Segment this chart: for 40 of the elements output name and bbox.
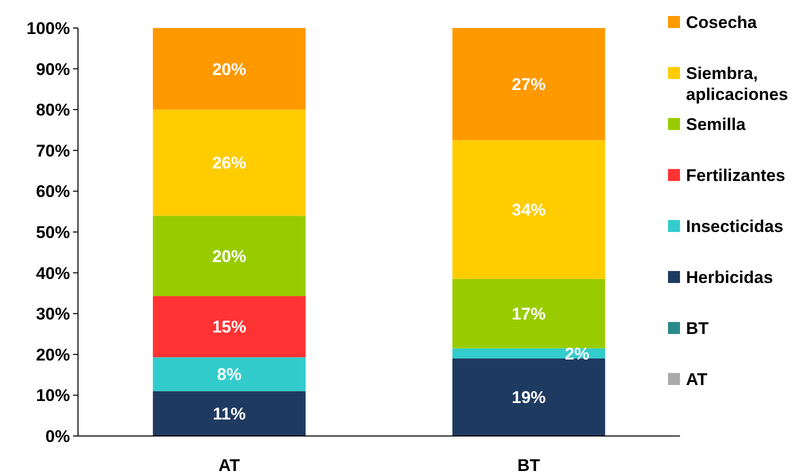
legend-label: Siembra, aplicaciones (686, 64, 788, 104)
legend-label: Cosecha (686, 13, 758, 32)
y-tick-label: 100% (26, 19, 70, 38)
legend-label: Insecticidas (686, 217, 784, 236)
legend-label: AT (686, 370, 708, 389)
data-label: 19% (512, 388, 546, 408)
data-label: 8% (216, 365, 242, 384)
y-tick-label: 20% (36, 345, 70, 364)
data-label: 15% (212, 318, 246, 337)
data-label: 17% (512, 304, 546, 324)
bar (452, 358, 606, 436)
data-label: 26% (212, 154, 246, 173)
y-tick-label: 10% (36, 386, 70, 406)
bar (452, 140, 606, 279)
bar (452, 278, 606, 348)
y-tick-label: 60% (36, 182, 70, 202)
y-tick-label: 30% (36, 304, 70, 324)
data-label: 27% (512, 75, 546, 94)
bar (152, 216, 306, 296)
legend-label: Semilla (686, 115, 746, 134)
y-tick-label: 0% (45, 427, 70, 446)
legend-label: Fertilizantes (686, 166, 786, 185)
bar (152, 357, 306, 392)
y-tick-label: 70% (36, 141, 70, 160)
bar (152, 391, 306, 436)
data-label: 2% (564, 344, 590, 364)
legend-label: Herbicidas (686, 268, 773, 287)
y-tick-label: 50% (36, 223, 70, 242)
bar (152, 110, 306, 216)
data-label: 34% (512, 200, 546, 220)
y-tick-label: 40% (36, 264, 70, 283)
bar (152, 296, 306, 358)
data-label: 20% (212, 246, 246, 266)
data-label: 20% (212, 60, 246, 79)
bar (152, 28, 306, 110)
y-tick-label: 80% (36, 100, 70, 120)
y-tick-label: 90% (36, 60, 70, 79)
data-label: 11% (212, 404, 246, 424)
legend-label: BT (686, 319, 710, 338)
bar (452, 28, 606, 140)
